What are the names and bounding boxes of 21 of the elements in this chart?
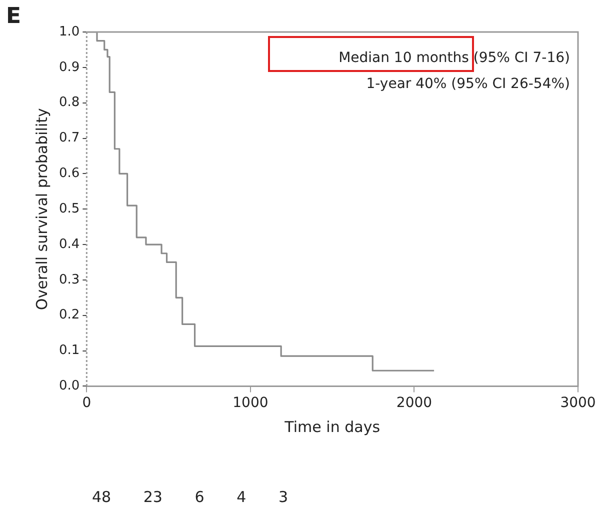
y-tick-label: 0.6 [58,166,80,182]
annotation: 1-year 40% (95% CI 26-54%) [366,76,570,92]
y-tick-label: 0.0 [58,378,80,394]
y-axis-title: Overall survival probability [32,108,51,310]
x-axis-title: Time in days [284,418,380,436]
y-tick-label: 0.8 [58,95,80,110]
y-tick-label: 0.3 [58,272,80,288]
x-tick-label: 0 [82,395,92,412]
x-tick-label: 3000 [560,395,596,412]
y-tick-label: 0.5 [58,201,80,216]
y-tick-label: 0.4 [58,236,80,252]
text: E [6,4,22,29]
text: 48 23 6 4 3 [92,488,288,506]
x-tick-label: 2000 [396,395,432,412]
y-tick-label: 0.9 [58,60,80,75]
y-tick-label: 0.1 [58,343,80,358]
y-tick-label: 0.7 [58,130,80,146]
x-tick-label: 1000 [232,395,268,412]
y-tick-label: 0.2 [58,308,80,323]
y-tick-label: 1.0 [58,24,80,40]
annotation: Median 10 months (95% CI 7-16) [338,50,570,66]
